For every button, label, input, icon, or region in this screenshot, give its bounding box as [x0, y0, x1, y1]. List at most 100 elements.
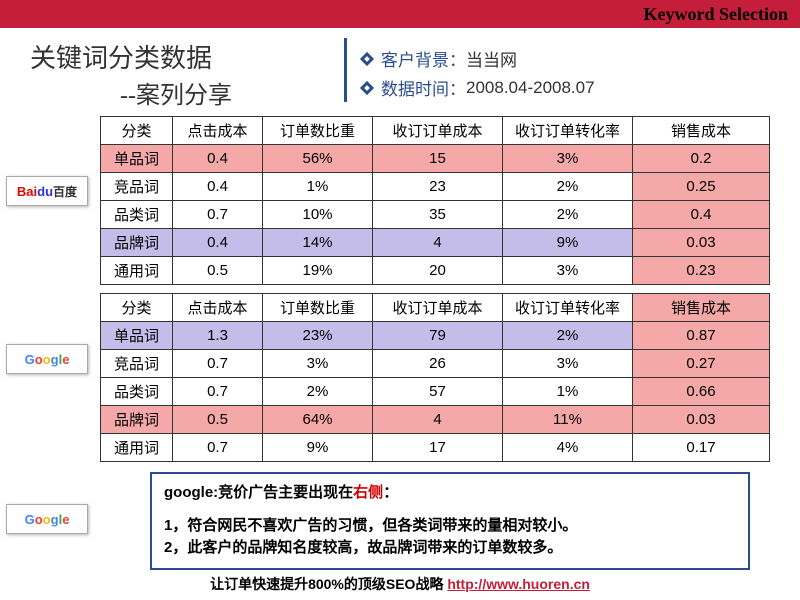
col-category: 分类 [101, 294, 173, 322]
cell-cpc: 0.4 [173, 173, 263, 201]
cell-cpc: 0.7 [173, 201, 263, 229]
cell-sales: 0.17 [633, 434, 770, 462]
table-header-row: 分类 点击成本 订单数比重 收订订单成本 收订订单转化率 销售成本 [101, 294, 770, 322]
cell-cost: 17 [373, 434, 503, 462]
meta-date: 数据时间： 2008.04-2008.07 [361, 75, 595, 100]
baidu-table: 分类 点击成本 订单数比重 收订订单成本 收订订单转化率 销售成本 单品词0.4… [100, 116, 770, 285]
table-header-row: 分类 点击成本 订单数比重 收订订单成本 收订订单转化率 销售成本 [101, 117, 770, 145]
bullet-icon [361, 82, 373, 94]
table-row: 品牌词0.564%411%0.03 [101, 406, 770, 434]
cell-cat: 通用词 [101, 257, 173, 285]
bullet-icon [361, 53, 373, 65]
cell-sales: 0.23 [633, 257, 770, 285]
cell-cost: 4 [373, 229, 503, 257]
cell-cat: 品类词 [101, 201, 173, 229]
meta-block: 客户背景： 当当网 数据时间： 2008.04-2008.07 [361, 38, 595, 104]
cell-cvr: 3% [503, 145, 633, 173]
cell-ord: 1% [263, 173, 373, 201]
cell-ord: 19% [263, 257, 373, 285]
col-order-cost: 收订订单成本 [373, 117, 503, 145]
footer-text: 让订单快速提升800%的顶级SEO战略 [210, 576, 447, 592]
cell-sales: 0.03 [633, 406, 770, 434]
cell-cost: 4 [373, 406, 503, 434]
cell-cat: 通用词 [101, 434, 173, 462]
cell-cat: 单品词 [101, 322, 173, 350]
table-row: 品类词0.710%352%0.4 [101, 201, 770, 229]
google-table: 分类 点击成本 订单数比重 收订订单成本 收订订单转化率 销售成本 单品词1.3… [100, 293, 770, 462]
cell-cost: 23 [373, 173, 503, 201]
table-row: 通用词0.519%203%0.23 [101, 257, 770, 285]
col-sales-cost: 销售成本 [633, 294, 770, 322]
title-line1: 关键词分类数据 [30, 38, 330, 75]
col-category: 分类 [101, 117, 173, 145]
cell-cpc: 0.5 [173, 257, 263, 285]
col-cvr: 收订订单转化率 [503, 294, 633, 322]
cell-cost: 79 [373, 322, 503, 350]
table-row: 品牌词0.414%49%0.03 [101, 229, 770, 257]
cell-sales: 0.03 [633, 229, 770, 257]
col-cpc: 点击成本 [173, 294, 263, 322]
cell-cpc: 0.4 [173, 145, 263, 173]
title-line2: --案列分享 [30, 75, 330, 110]
note-colon: ： [383, 484, 398, 501]
table-row: 单品词0.456%153%0.2 [101, 145, 770, 173]
note-box: google:竞价广告主要出现在右侧： 1，符合网民不喜欢广告的习惯，但各类词带… [150, 472, 750, 570]
baidu-logo: Baidu百度 [6, 176, 88, 206]
table-row: 通用词0.79%174%0.17 [101, 434, 770, 462]
cell-sales: 0.2 [633, 145, 770, 173]
cell-cvr: 4% [503, 434, 633, 462]
cell-sales: 0.27 [633, 350, 770, 378]
cell-cvr: 3% [503, 257, 633, 285]
cell-sales: 0.4 [633, 201, 770, 229]
cell-cat: 品牌词 [101, 229, 173, 257]
cell-ord: 3% [263, 350, 373, 378]
cell-cost: 20 [373, 257, 503, 285]
cell-cat: 竞品词 [101, 173, 173, 201]
col-sales-cost: 销售成本 [633, 117, 770, 145]
cell-ord: 23% [263, 322, 373, 350]
footer: 让订单快速提升800%的顶级SEO战略 http://www.huoren.cn [0, 574, 800, 594]
cell-ord: 14% [263, 229, 373, 257]
cell-cost: 26 [373, 350, 503, 378]
cell-cat: 品类词 [101, 378, 173, 406]
col-cvr: 收订订单转化率 [503, 117, 633, 145]
topbar-title: Keyword Selection [644, 4, 788, 25]
cell-sales: 0.87 [633, 322, 770, 350]
col-order-share: 订单数比重 [263, 294, 373, 322]
cell-cpc: 0.5 [173, 406, 263, 434]
cell-cpc: 1.3 [173, 322, 263, 350]
table-row: 竞品词0.41%232%0.25 [101, 173, 770, 201]
cell-cat: 单品词 [101, 145, 173, 173]
col-order-share: 订单数比重 [263, 117, 373, 145]
content-area: Baidu百度 Google Google 分类 点击成本 订单数比重 收订订单… [0, 116, 800, 570]
cell-ord: 2% [263, 378, 373, 406]
cell-cvr: 2% [503, 173, 633, 201]
topbar: Keyword Selection [0, 0, 800, 28]
cell-cat: 竞品词 [101, 350, 173, 378]
cell-ord: 56% [263, 145, 373, 173]
meta-date-label: 数据时间： [381, 75, 466, 100]
table-row: 单品词1.323%792%0.87 [101, 322, 770, 350]
title-block: 关键词分类数据 --案列分享 [30, 38, 330, 110]
cell-cpc: 0.7 [173, 434, 263, 462]
google-logo-note: Google [6, 504, 88, 534]
cell-cvr: 2% [503, 201, 633, 229]
meta-client-value: 当当网 [466, 46, 517, 71]
cell-cost: 15 [373, 145, 503, 173]
footer-link[interactable]: http://www.huoren.cn [447, 576, 590, 592]
cell-sales: 0.25 [633, 173, 770, 201]
cell-ord: 64% [263, 406, 373, 434]
table-row: 品类词0.72%571%0.66 [101, 378, 770, 406]
cell-cpc: 0.7 [173, 350, 263, 378]
note-prefix: google: [164, 484, 218, 501]
cell-cost: 35 [373, 201, 503, 229]
cell-sales: 0.66 [633, 378, 770, 406]
note-headline: google:竞价广告主要出现在右侧： [164, 482, 736, 505]
col-cpc: 点击成本 [173, 117, 263, 145]
cell-cost: 57 [373, 378, 503, 406]
note-red-word: 右侧 [353, 484, 383, 501]
cell-cpc: 0.4 [173, 229, 263, 257]
slide-header: 关键词分类数据 --案列分享 客户背景： 当当网 数据时间： 2008.04-2… [0, 28, 800, 116]
note-headline-text: 竞价广告主要出现在 [218, 484, 353, 501]
col-order-cost: 收订订单成本 [373, 294, 503, 322]
